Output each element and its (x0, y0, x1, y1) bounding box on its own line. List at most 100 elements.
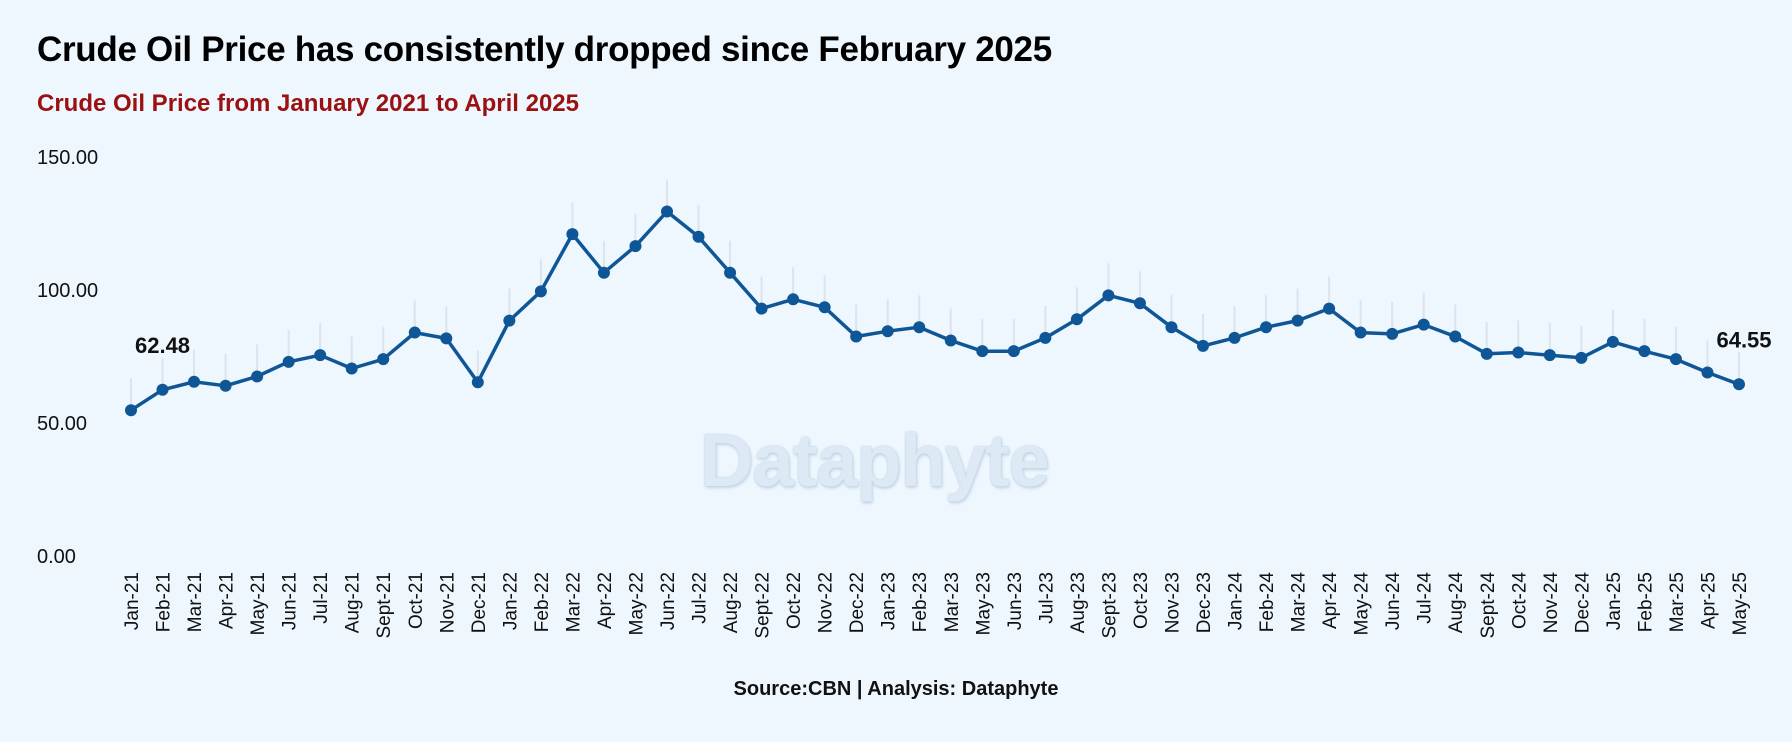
x-tick-label: Mar-22 (563, 572, 584, 632)
x-tick-label: Sept-22 (753, 572, 774, 639)
data-point (724, 266, 737, 279)
data-point (755, 302, 768, 315)
data-point (597, 266, 610, 279)
x-tick-label: Feb-22 (532, 572, 553, 632)
series-line (129, 209, 1741, 412)
x-tick-label: Aug-23 (1068, 572, 1089, 633)
x-tick-label: Sept-21 (374, 572, 395, 639)
data-point (881, 325, 894, 338)
x-tick-label: Apr-24 (1320, 572, 1341, 629)
data-label: 62.48 (135, 333, 190, 358)
x-tick-label: Mar-21 (185, 572, 206, 632)
data-point (692, 230, 705, 243)
x-tick-label: Jun-22 (658, 572, 679, 630)
data-point (1354, 326, 1367, 339)
x-tick-label: Jan-25 (1604, 572, 1625, 630)
x-tick-label: May-23 (973, 572, 994, 635)
data-point (629, 240, 642, 253)
data-label: 64.55 (1716, 327, 1771, 352)
x-tick-label: Nov-23 (1163, 572, 1184, 633)
data-point (1165, 321, 1178, 334)
data-point (534, 285, 547, 298)
x-tick-label: Jun-21 (280, 572, 301, 630)
data-point (944, 334, 957, 347)
data-point (787, 293, 800, 306)
x-tick-label: Feb-24 (1257, 572, 1278, 633)
data-point (1007, 345, 1020, 358)
data-point (1575, 351, 1588, 364)
data-point (314, 349, 327, 362)
data-point (345, 362, 358, 375)
data-point (219, 379, 232, 392)
chart-title: Crude Oil Price has consistently dropped… (37, 30, 1052, 69)
data-point (1480, 347, 1493, 360)
data-point (1102, 289, 1115, 302)
x-tick-label: Aug-21 (343, 572, 364, 633)
x-tick-label: Oct-22 (784, 572, 805, 629)
data-point (503, 314, 516, 327)
x-tick-label: Jun-24 (1383, 572, 1404, 631)
data-point (282, 355, 295, 368)
x-tick-label: Sept-24 (1478, 572, 1499, 639)
data-point (1291, 314, 1304, 327)
x-tick-label: Apr-21 (217, 572, 238, 629)
x-tick-label: Apr-25 (1699, 572, 1720, 629)
x-tick-label: Oct-23 (1131, 572, 1152, 629)
x-tick-label: Jul-23 (1036, 572, 1057, 624)
data-point (1417, 318, 1430, 331)
x-tick-label: May-24 (1352, 572, 1373, 636)
series-line-layer (129, 209, 1741, 412)
watermark-logo: Dataphyte (700, 419, 1050, 502)
x-tick-label: Aug-24 (1446, 572, 1467, 634)
x-tick-label: Feb-23 (910, 572, 931, 632)
x-tick-label: Apr-22 (595, 572, 616, 629)
data-point (1197, 339, 1209, 352)
data-point (976, 345, 989, 358)
data-point (1070, 313, 1083, 326)
x-tick-label: Jul-22 (690, 572, 711, 624)
x-tick-label: Mar-24 (1289, 572, 1310, 633)
data-point (1133, 297, 1146, 310)
x-tick-label: Sept-23 (1099, 572, 1120, 639)
x-tick-label: Jan-23 (879, 572, 900, 630)
data-point (1733, 378, 1745, 391)
x-tick-label: Jan-21 (122, 572, 143, 630)
x-axis: Jan-21 Feb-21 Mar-21 Apr-21 May-21 Jun-21 Jul-… (122, 572, 1751, 639)
data-point (408, 326, 421, 339)
data-point (1260, 321, 1273, 334)
data-point (566, 228, 579, 241)
data-point (818, 301, 831, 314)
data-point (913, 321, 926, 334)
data-point (440, 332, 453, 345)
data-point (1512, 346, 1525, 359)
x-tick-label: Mar-25 (1667, 572, 1688, 632)
data-point (1543, 349, 1556, 362)
data-point (1638, 345, 1651, 358)
x-tick-label: Aug-22 (721, 572, 742, 633)
x-tick-label: Feb-25 (1635, 572, 1656, 632)
x-tick-label: Nov-24 (1541, 572, 1562, 634)
x-tick-label: Jan-22 (500, 572, 521, 630)
data-point (188, 375, 201, 388)
x-tick-label: Nov-21 (437, 572, 458, 633)
points-layer (125, 205, 1745, 417)
x-tick-label: Oct-24 (1509, 572, 1530, 629)
x-tick-label: May-22 (627, 572, 648, 635)
x-tick-label: Jun-23 (1005, 572, 1026, 630)
x-tick-label: Dec-22 (847, 572, 868, 633)
data-point (125, 404, 137, 417)
x-tick-label: Mar-23 (942, 572, 963, 632)
data-point (1449, 330, 1462, 343)
x-tick-label: Jul-21 (311, 572, 332, 624)
y-tick-label: 0.00 (37, 546, 76, 568)
y-tick-label: 150.00 (37, 147, 98, 169)
data-labels-layer: 62.48 64.55 (135, 327, 1772, 358)
data-point (1701, 366, 1714, 379)
x-tick-label: May-21 (248, 572, 269, 635)
x-tick-label: Jan-24 (1226, 572, 1247, 631)
data-point (1323, 302, 1336, 315)
data-point (377, 353, 390, 366)
source-note: Source:CBN | Analysis: Dataphyte (733, 678, 1059, 700)
chart-subtitle: Crude Oil Price from January 2021 to Apr… (37, 90, 579, 117)
